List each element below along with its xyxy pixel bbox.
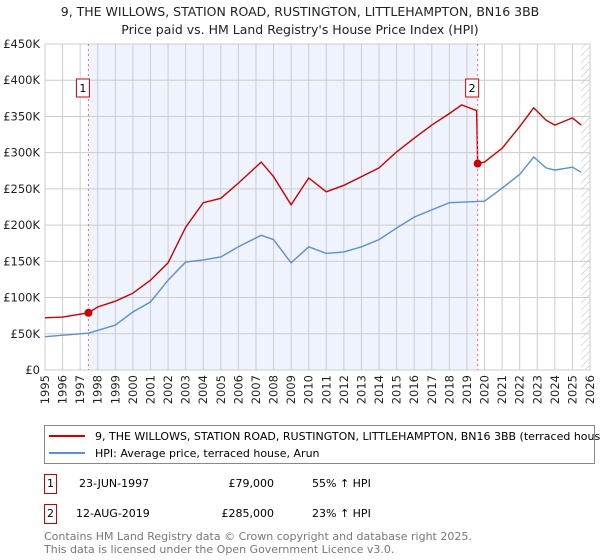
x-tick-label: 1996 [56, 375, 70, 404]
x-tick-label: 2012 [337, 375, 351, 404]
x-tick-label: 2020 [478, 375, 492, 404]
y-tick-label: £50K [11, 327, 41, 341]
y-tick-label: £400K [3, 73, 40, 87]
x-tick-label: 2006 [231, 375, 245, 404]
x-tick-label: 2013 [354, 375, 368, 404]
x-tick-label: 1998 [91, 375, 105, 404]
x-tick-label: 2009 [284, 375, 298, 404]
sale-label-box [465, 78, 480, 98]
owned-period-shade [88, 44, 478, 370]
x-tick-label: 2000 [126, 375, 140, 404]
footer-copyright: Contains HM Land Registry data © Crown c… [44, 530, 472, 543]
y-tick-label: £450K [3, 37, 40, 51]
plot-frame [44, 43, 591, 371]
x-tick-label: 2015 [390, 375, 404, 404]
x-tick-label: 2019 [460, 375, 474, 404]
x-tick-label: 2007 [249, 375, 263, 404]
forecast-hatch [581, 44, 590, 370]
legend-swatch-blue [49, 452, 85, 454]
x-tick-label: 2023 [530, 375, 544, 404]
sale-row: 1 23-JUN-1997 £79,000 55% ↑ HPI [44, 474, 544, 494]
sale-price: £79,000 [228, 477, 275, 490]
x-tick-label: 1999 [108, 375, 122, 404]
x-tick-label: 2024 [548, 375, 562, 404]
x-tick-label: 2002 [161, 375, 175, 404]
sale-hpi-diff: 55% ↑ HPI [312, 477, 371, 490]
sale-marker-label: 1 [44, 474, 57, 494]
y-tick-label: £250K [3, 182, 40, 196]
y-tick-label: £200K [3, 218, 40, 232]
chart-subtitle: Price paid vs. HM Land Registry's House … [121, 22, 479, 37]
y-tick-label: £150K [3, 254, 40, 268]
x-tick-label: 2021 [495, 375, 509, 404]
x-tick-label: 2017 [425, 375, 439, 404]
legend-item-hpi: HPI: Average price, terraced house, Arun [45, 445, 320, 461]
x-tick-label: 2018 [442, 375, 456, 404]
x-tick-label: 2011 [319, 375, 333, 404]
legend-label: 9, THE WILLOWS, STATION ROAD, RUSTINGTON… [95, 429, 600, 443]
x-tick-label: 2010 [302, 375, 316, 404]
sale-point [84, 308, 93, 317]
x-tick-label: 1995 [38, 375, 52, 404]
legend-label: HPI: Average price, terraced house, Arun [95, 446, 320, 460]
x-tick-label: 2004 [196, 375, 210, 404]
y-tick-label: £0 [25, 363, 40, 377]
sale-date: 23-JUN-1997 [79, 477, 150, 490]
sale-point [473, 159, 482, 168]
property-price-line [44, 104, 582, 319]
sale-hpi-diff: 23% ↑ HPI [312, 507, 371, 520]
x-tick-label: 1997 [73, 375, 87, 404]
chart-title: 9, THE WILLOWS, STATION ROAD, RUSTINGTON… [60, 4, 540, 19]
sale-marker-label: 2 [44, 504, 57, 524]
x-tick-label: 2008 [267, 375, 281, 404]
legend-swatch-red [49, 435, 85, 437]
y-tick-label: £350K [3, 109, 40, 123]
x-tick-label: 2026 [583, 375, 597, 404]
sale-price: £285,000 [221, 507, 275, 520]
legend-item-property: 9, THE WILLOWS, STATION ROAD, RUSTINGTON… [45, 428, 600, 444]
x-tick-label: 2016 [407, 375, 421, 404]
x-tick-label: 2003 [179, 375, 193, 404]
legend: 9, THE WILLOWS, STATION ROAD, RUSTINGTON… [44, 425, 600, 464]
x-tick-label: 2025 [565, 375, 579, 404]
sale-row: 2 12-AUG-2019 £285,000 23% ↑ HPI [44, 504, 544, 524]
sale-label: 1 [79, 82, 86, 95]
y-tick-label: £300K [3, 146, 40, 160]
hpi-line [44, 155, 582, 338]
x-tick-label: 2005 [214, 375, 228, 404]
x-tick-label: 2001 [143, 375, 157, 404]
sale-date: 12-AUG-2019 [76, 507, 150, 520]
footer-licence: This data is licensed under the Open Gov… [44, 543, 395, 556]
y-tick-label: £100K [3, 291, 40, 305]
sale-label: 2 [469, 82, 476, 95]
sale-label-box [75, 78, 90, 98]
x-tick-label: 2014 [372, 375, 386, 404]
x-tick-label: 2022 [513, 375, 527, 404]
